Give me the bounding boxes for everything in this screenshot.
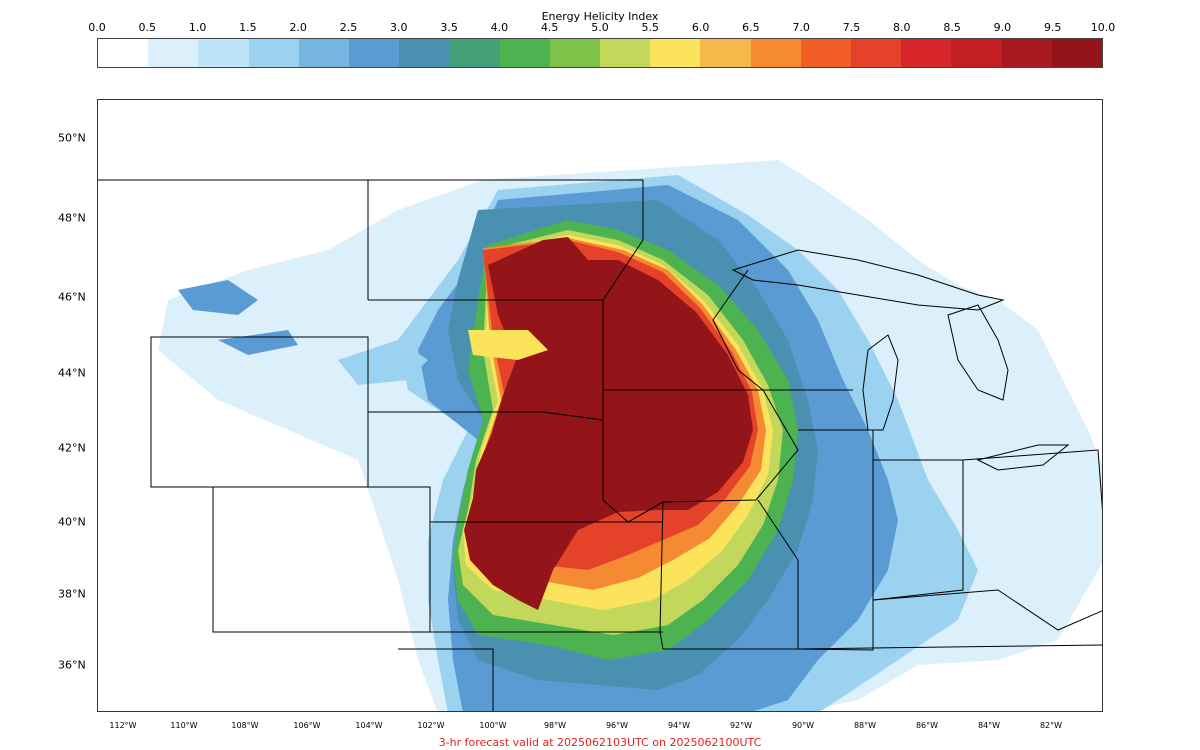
colorbar-tick-label: 1.0 (188, 21, 207, 34)
ehi-field-9p5 (464, 237, 753, 610)
colorbar-tick-label: 9.0 (993, 21, 1012, 34)
lake-michigan (862, 334, 899, 431)
colorbar-tick-label: 10.0 (1090, 21, 1116, 34)
lat-label: 42°N (58, 441, 86, 455)
ehi-field-streak-2 (468, 330, 548, 360)
map-svg (98, 160, 1102, 711)
lon-label: 102°W (417, 721, 445, 730)
lake-huron (947, 304, 1009, 401)
colorbar-tick-label: 6.5 (742, 21, 760, 34)
colorbar-tick-label: 0.5 (138, 21, 157, 34)
colorbar-tick-label: 2.0 (289, 21, 307, 34)
ehi-field (158, 160, 1102, 711)
colorbar-segment (951, 39, 1002, 67)
colorbar-segment (98, 39, 149, 67)
lake-superior (731, 249, 1005, 311)
lon-label: 100°W (479, 721, 507, 730)
lon-label: 86°W (915, 721, 939, 730)
colorbar-tick-label: 4.0 (490, 21, 509, 34)
colorbar-segment (851, 39, 902, 67)
colorbar-segment (1051, 39, 1103, 67)
colorbar-segment (298, 39, 350, 67)
ehi-field-streak-4 (218, 330, 298, 355)
colorbar-tick-label: 6.0 (691, 21, 710, 34)
border-ky (872, 589, 1102, 631)
colorbar-tick-label: 5.5 (641, 21, 660, 34)
lat-label: 48°N (58, 211, 86, 225)
lat-label: 46°N (58, 290, 86, 304)
colorbar-segment (549, 39, 601, 67)
colorbar-tick-label: 5.0 (591, 21, 609, 34)
border-east (962, 449, 1102, 511)
lon-label: 96°W (605, 721, 629, 730)
colorbar (97, 38, 1103, 68)
colorbar-tick-label: 7.5 (842, 21, 861, 34)
border-il (797, 429, 874, 651)
forecast-caption: 3-hr forecast valid at 2025062103UTC on … (438, 736, 762, 749)
colorbar-segment (650, 39, 701, 67)
lat-label: 50°N (58, 131, 86, 145)
lon-label: 110°W (170, 721, 198, 730)
colorbar-segment (750, 39, 801, 67)
colorbar-tick-label: 4.5 (540, 21, 559, 34)
border-mn-wi (602, 180, 853, 391)
lon-label: 92°W (729, 721, 753, 730)
colorbar-tick-label: 3.0 (390, 21, 408, 34)
border-ok-panhandle (398, 648, 494, 711)
lon-label: 106°W (293, 721, 321, 730)
lon-label: 82°W (1039, 721, 1063, 730)
ehi-field-streak-3 (178, 280, 258, 315)
colorbar-segment (499, 39, 550, 67)
colorbar-tick-label: 1.5 (239, 21, 257, 34)
colorbar-segment (901, 39, 952, 67)
colorbar-segment (148, 39, 199, 67)
colorbar-segment (349, 39, 400, 67)
colorbar-segment (800, 39, 852, 67)
border-sd-ne (368, 411, 604, 421)
colorbar-tick-label: 0.0 (88, 21, 106, 34)
colorbar-segment (198, 39, 249, 67)
lon-label: 94°W (667, 721, 691, 730)
lat-label: 40°N (58, 515, 86, 529)
lake-erie (976, 444, 1070, 471)
lon-label: 90°W (791, 721, 815, 730)
lat-label: 38°N (58, 587, 86, 601)
colorbar-tick-label: 3.5 (440, 21, 458, 34)
colorbar-ticks: 0.0 0.5 1.0 1.5 2.0 2.5 3.0 3.5 4.0 4.5 5.0 5.5 6.0 6… (0, 21, 1200, 35)
border-mo (659, 499, 799, 650)
colorbar-segment (399, 39, 450, 67)
colorbar-segment (248, 39, 299, 67)
lat-label: 36°N (58, 658, 86, 672)
border-in-oh (872, 459, 964, 601)
map-panel[interactable] (97, 99, 1103, 712)
lat-label: 44°N (58, 366, 86, 380)
lon-label: 108°W (231, 721, 259, 730)
lon-label: 88°W (853, 721, 877, 730)
colorbar-title: Energy Helicity Index (541, 10, 659, 23)
lon-label: 112°W (109, 721, 137, 730)
colorbar-segment (600, 39, 651, 67)
colorbar-segment (700, 39, 751, 67)
colorbar-tick-label: 8.0 (893, 21, 911, 34)
lon-label: 84°W (977, 721, 1001, 730)
colorbar-tick-label: 2.5 (339, 21, 358, 34)
border-wi (712, 269, 764, 391)
border-ky-tn (797, 644, 1102, 650)
state-borders (98, 179, 1102, 711)
lon-label: 98°W (543, 721, 567, 730)
ehi-field-streak-1 (338, 340, 428, 385)
colorbar-tick-label: 7.0 (792, 21, 810, 34)
colorbar-segment (449, 39, 500, 67)
colorbar-segment (1001, 39, 1052, 67)
lon-label: 104°W (355, 721, 383, 730)
colorbar-tick-label: 9.5 (1043, 21, 1062, 34)
colorbar-tick-label: 8.5 (943, 21, 961, 34)
